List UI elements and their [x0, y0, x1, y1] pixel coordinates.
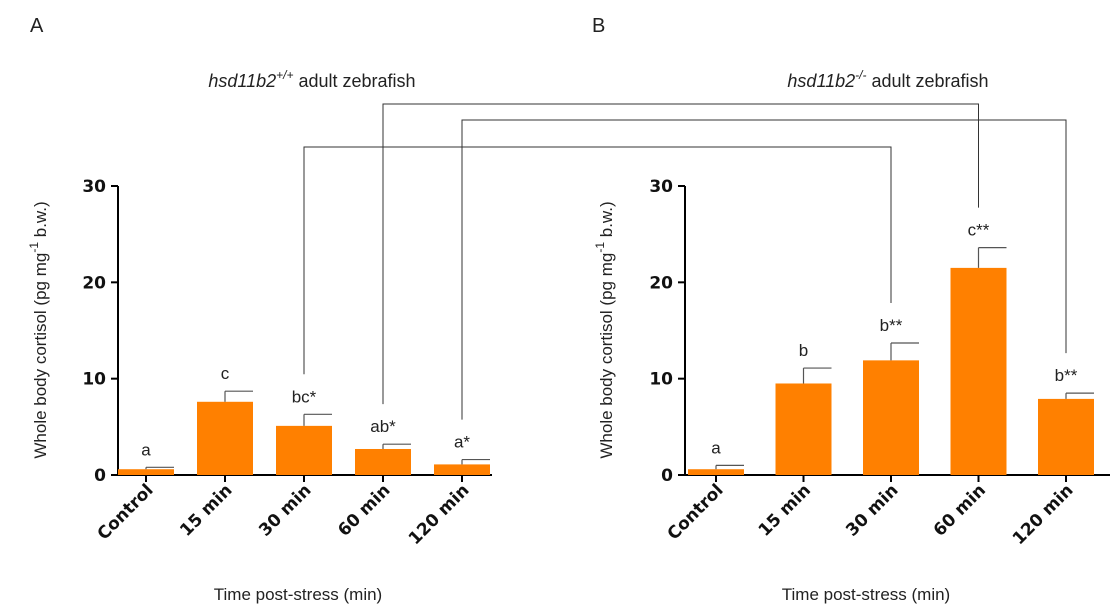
panel-a-ylabel-main: Whole body cortisol (pg mg	[31, 253, 50, 459]
panel-a-sig-label: bc*	[292, 387, 317, 406]
panel-b-y-tick-label: 10	[649, 370, 673, 390]
panel-b-bar	[688, 469, 744, 475]
panel-b-sig-label: b	[799, 341, 808, 360]
panel-b-title-rest: adult zebrafish	[866, 71, 988, 91]
panel-a-xlabel: Time post-stress (min)	[214, 585, 382, 604]
panel-label-b: B	[592, 15, 605, 37]
panel-b-category-label: 15 min	[755, 480, 815, 540]
panel-b-sig-label: b**	[1055, 366, 1078, 385]
panel-b-ylabel-end: b.w.)	[597, 201, 616, 242]
panel-a-y-tick-label: 0	[94, 466, 106, 486]
comparison-bracket	[382, 103, 979, 405]
panel-a-sig-label: c	[221, 364, 230, 383]
panel-b-ylabel: Whole body cortisol (pg mg-1 b.w.)	[593, 201, 616, 458]
panel-a-bar	[434, 464, 490, 475]
panel-b-title-gene: hsd11b2	[787, 71, 855, 91]
comparison-bracket	[461, 119, 1067, 420]
panel-a-sig-label: ab*	[370, 417, 396, 436]
panel-b-category-label: Control	[664, 480, 728, 544]
panel-b-sig-label: a	[711, 438, 721, 457]
panel-b-ylabel-main: Whole body cortisol (pg mg	[597, 253, 616, 459]
panel-b-xlabel: Time post-stress (min)	[782, 585, 950, 604]
panel-a-category-label: 15 min	[176, 480, 236, 540]
panel-a-ylabel-sup: -1	[27, 242, 41, 253]
panel-b-bar	[950, 267, 1007, 475]
panel-a-category-label: 60 min	[334, 480, 394, 540]
panel-a-y-tick-label: 20	[82, 273, 106, 293]
panel-b-category-label: 120 min	[1009, 480, 1078, 549]
panel-a-bar	[355, 448, 411, 475]
panel-a-ylabel: Whole body cortisol (pg mg-1 b.w.)	[27, 201, 50, 458]
panel-b-title-sup: -/-	[855, 68, 866, 82]
panel-a-title-rest: adult zebrafish	[294, 71, 416, 91]
panel-a-bar	[276, 425, 332, 475]
panel-a-title-sup: +/+	[276, 68, 293, 82]
panel-b-y-tick-label: 0	[661, 466, 673, 486]
panel-a-category-label: 30 min	[255, 480, 315, 540]
panel-a-title: hsd11b2+/+ adult zebrafish	[208, 68, 415, 91]
panel-a-bar	[118, 469, 174, 475]
panel-b-y-tick-label: 20	[649, 273, 673, 293]
panel-b-title: hsd11b2-/- adult zebrafish	[787, 68, 988, 91]
panel-a-bar	[197, 401, 253, 475]
panel-a-sig-label: a*	[454, 433, 470, 452]
panel-a-y-tick-label: 30	[82, 177, 106, 197]
panel-b-sig-label: b**	[880, 316, 903, 335]
panel-b-bar	[1038, 398, 1094, 475]
panel-label-a: A	[30, 15, 44, 37]
panel-b-bar	[775, 383, 832, 475]
panel-b-bar	[863, 360, 919, 475]
panel-a-ylabel-end: b.w.)	[31, 201, 50, 242]
panel-b-y-tick-label: 30	[649, 177, 673, 197]
panel-a-category-label: 120 min	[405, 480, 474, 549]
panel-a-title-gene: hsd11b2	[208, 71, 276, 91]
comparison-bracket	[303, 146, 892, 375]
panel-b-ylabel-sup: -1	[593, 242, 607, 253]
panel-a-y-tick-label: 10	[82, 370, 106, 390]
panel-a-sig-label: a	[141, 440, 151, 459]
panel-a-category-label: Control	[94, 480, 158, 544]
panel-b-category-label: 60 min	[930, 480, 990, 540]
panel-b-category-label: 30 min	[842, 480, 902, 540]
panel-b-sig-label: c**	[968, 221, 990, 240]
